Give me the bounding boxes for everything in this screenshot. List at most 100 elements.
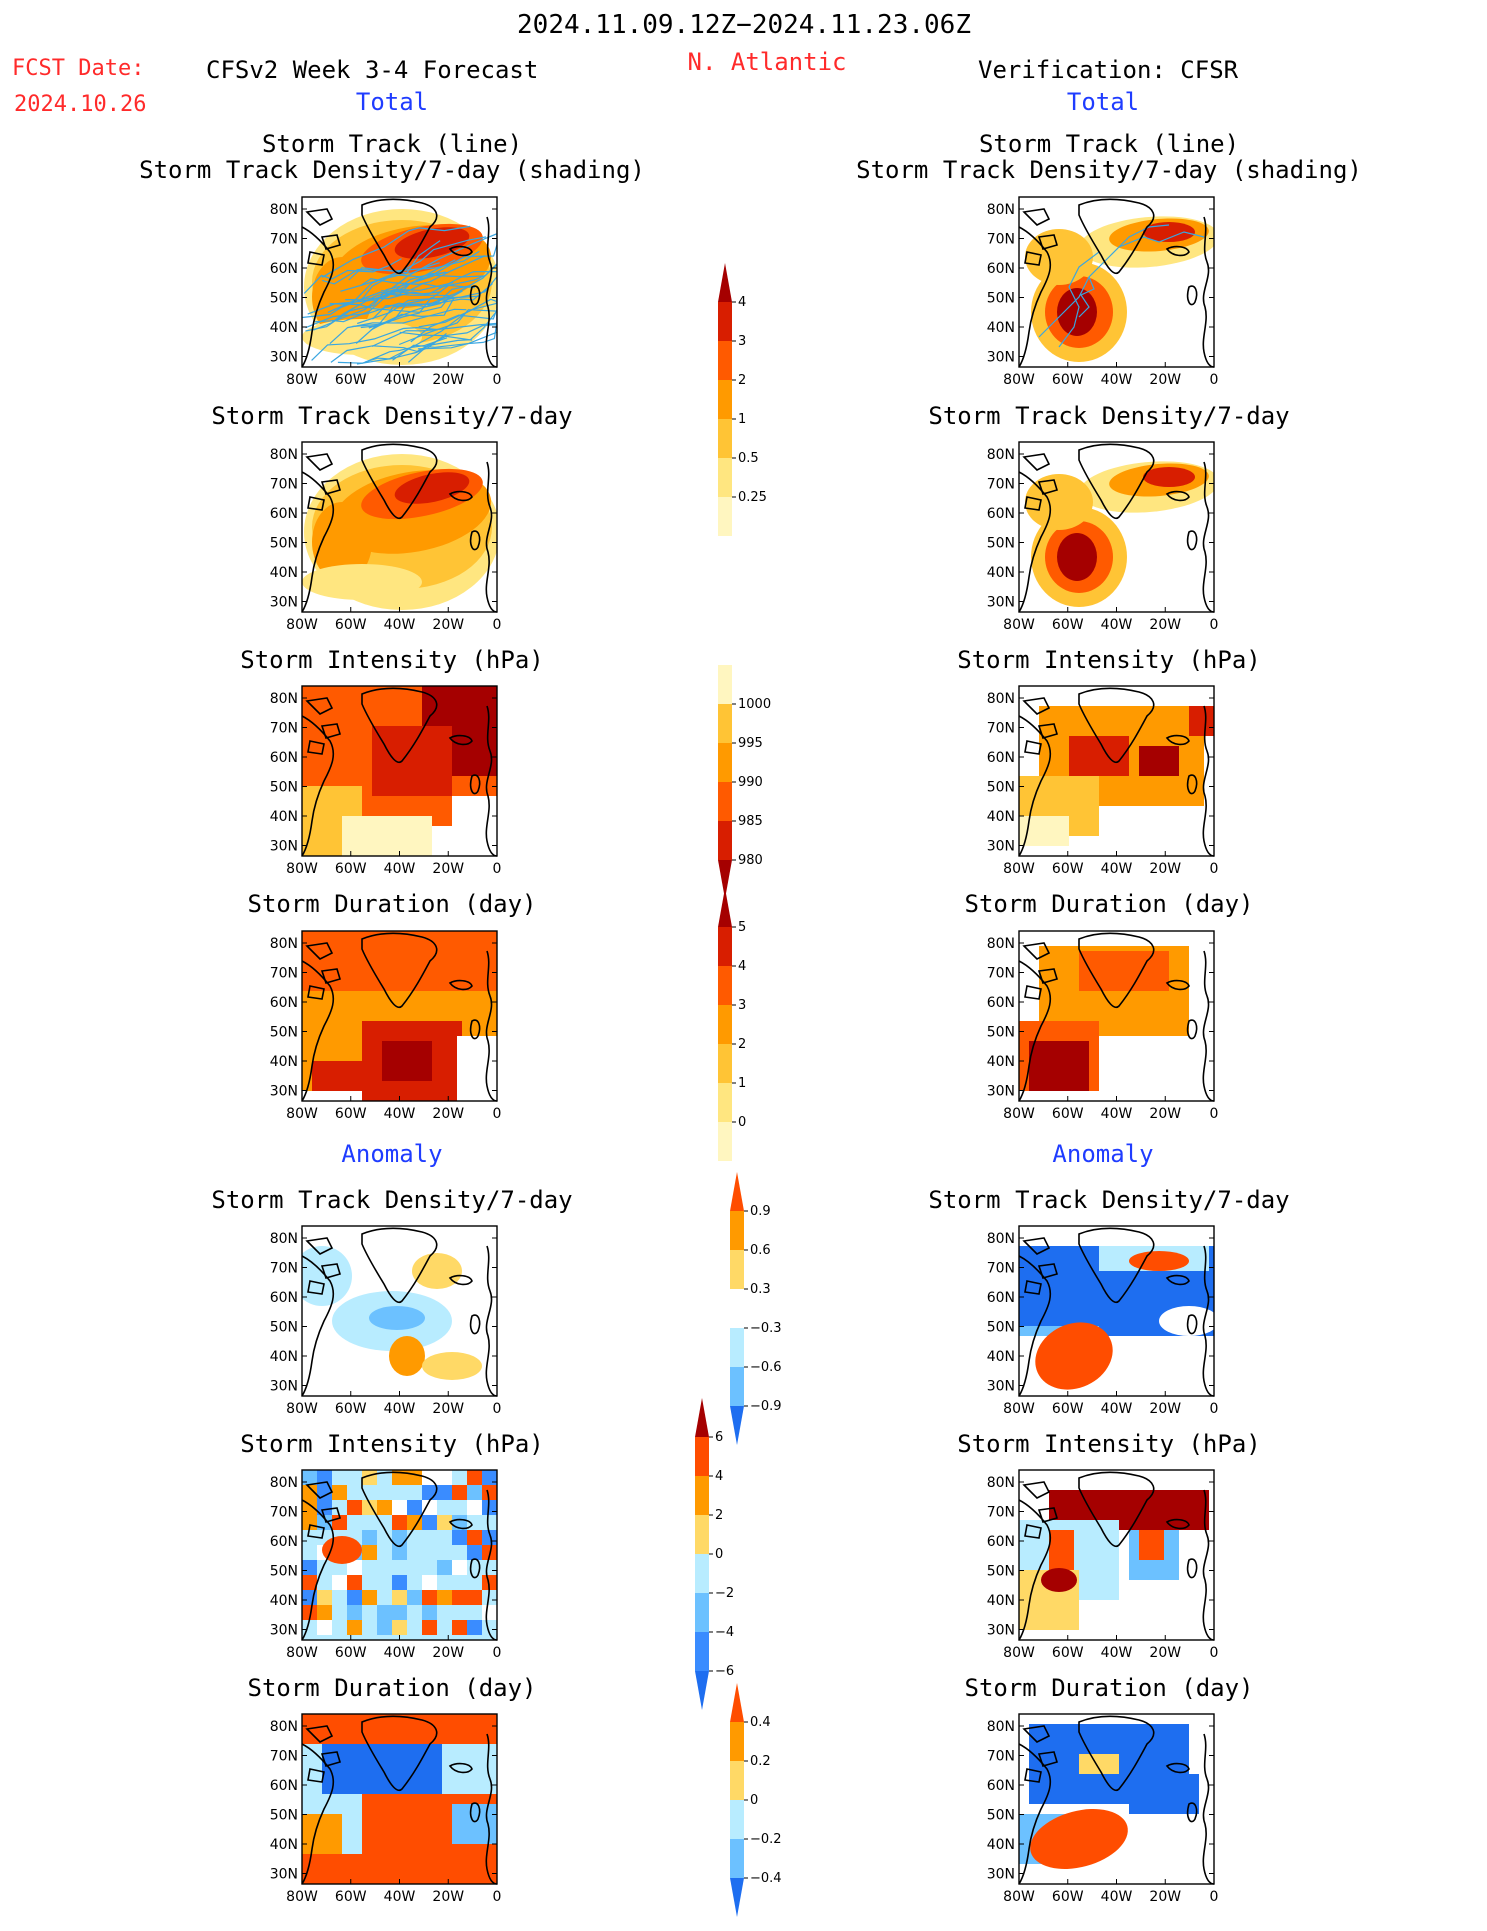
left-total-heading: Total xyxy=(355,88,429,116)
lon-tick-label: 40W xyxy=(384,1889,416,1905)
lon-tick-label: 80W xyxy=(1003,1645,1035,1661)
colorbar-swatch xyxy=(730,1367,744,1406)
lat-tick-label: 30N xyxy=(270,1867,298,1883)
lat-tick-label: 80N xyxy=(987,202,1015,218)
lat-tick-label: 80N xyxy=(987,1475,1015,1491)
colorbar-anom-duration: 0.4 0.2 0 −0.2 −0.4 xyxy=(730,1683,810,1931)
colorbar-swatch xyxy=(695,1554,709,1593)
r1-title-b: Storm Track Density/7-day (shading) xyxy=(856,156,1362,184)
lon-tick-label: 60W xyxy=(1052,617,1084,633)
lon-tick-label: 20W xyxy=(1149,1401,1181,1417)
r1-title-a: Storm Track (line) xyxy=(978,130,1240,158)
lat-tick-label: 30N xyxy=(270,350,298,366)
colorbar-label: 2 xyxy=(715,1508,723,1523)
lat-tick-label: 60N xyxy=(987,1290,1015,1306)
colorbar-swatch xyxy=(718,743,732,782)
colorbar-label: 4 xyxy=(715,1469,723,1484)
lat-tick-label: 60N xyxy=(987,506,1015,522)
lon-tick-label: 80W xyxy=(286,617,318,633)
colorbar-swatch xyxy=(718,927,732,966)
lon-tick-label: 20W xyxy=(1149,372,1181,388)
lat-tick-label: 70N xyxy=(270,966,298,982)
lat-tick-label: 70N xyxy=(270,1749,298,1765)
map-r5-anom-density: 80N 70N 60N 50N 40N 30N 80W 60W 40W 20W 0 xyxy=(974,1221,1229,1425)
lat-tick-label: 60N xyxy=(270,750,298,766)
colorbar-swatch xyxy=(730,1328,744,1367)
colorbar-label: 0.4 xyxy=(750,1715,771,1730)
colorbar-label: 0.3 xyxy=(750,1282,771,1297)
lon-tick-label: 0 xyxy=(1210,1645,1219,1661)
colorbar-label: −2 xyxy=(715,1586,734,1601)
r2-title: Storm Track Density/7-day xyxy=(928,402,1290,430)
lat-tick-label: 40N xyxy=(270,809,298,825)
lat-tick-label: 50N xyxy=(270,1564,298,1580)
lon-tick-label: 80W xyxy=(1003,861,1035,877)
colorbar-swatch xyxy=(718,1122,732,1161)
lat-tick-label: 60N xyxy=(987,995,1015,1011)
lon-tick-label: 20W xyxy=(432,1889,464,1905)
lat-tick-label: 50N xyxy=(270,1320,298,1336)
l1-title-b: Storm Track Density/7-day (shading) xyxy=(139,156,645,184)
lon-tick-label: 40W xyxy=(384,1106,416,1122)
colorbar-swatch xyxy=(718,665,732,704)
lon-tick-label: 0 xyxy=(1210,372,1219,388)
colorbar-label: −4 xyxy=(715,1625,734,1640)
lat-tick-label: 70N xyxy=(987,1749,1015,1765)
lat-tick-label: 40N xyxy=(270,1837,298,1853)
lon-tick-label: 0 xyxy=(1210,1106,1219,1122)
lat-tick-label: 30N xyxy=(987,839,1015,855)
map-r1-track-lines: 80N 70N 60N 50N 40N 30N 80W 60W 40W 20W 0 xyxy=(974,192,1229,396)
lat-tick-label: 60N xyxy=(987,1534,1015,1550)
lon-tick-label: 40W xyxy=(1101,1401,1133,1417)
lat-tick-label: 50N xyxy=(270,1025,298,1041)
colorbar-label: 995 xyxy=(738,736,763,751)
lat-tick-label: 40N xyxy=(270,1593,298,1609)
lat-tick-label: 80N xyxy=(270,202,298,218)
colorbar-swatch xyxy=(695,1398,709,1437)
lon-tick-label: 80W xyxy=(1003,1889,1035,1905)
lat-tick-label: 70N xyxy=(987,966,1015,982)
colorbar-swatch xyxy=(695,1671,709,1710)
map-l2-track-density: 80N 70N 60N 50N 40N 30N 80W 60W 40W 20W 0 xyxy=(257,437,512,641)
colorbar-label: 2 xyxy=(738,373,746,388)
colorbar-swatch xyxy=(730,1211,744,1250)
lat-tick-label: 50N xyxy=(270,1808,298,1824)
lon-tick-label: 60W xyxy=(335,861,367,877)
lat-tick-label: 80N xyxy=(270,1231,298,1247)
map-l5-anom-density: 80N 70N 60N 50N 40N 30N 80W 60W 40W 20W 0 xyxy=(257,1221,512,1425)
colorbar-label: 1000 xyxy=(738,697,771,712)
lat-tick-label: 50N xyxy=(987,1564,1015,1580)
colorbar-swatch xyxy=(718,1044,732,1083)
colorbar-label: 980 xyxy=(738,853,763,868)
lat-tick-label: 40N xyxy=(270,320,298,336)
colorbar-label: −0.3 xyxy=(750,1321,782,1336)
lon-tick-label: 60W xyxy=(335,1106,367,1122)
lat-tick-label: 30N xyxy=(270,595,298,611)
l4-title: Storm Duration (day) xyxy=(247,890,537,918)
colorbar-label: 0 xyxy=(738,1115,746,1130)
lon-tick-label: 0 xyxy=(493,1401,502,1417)
colorbar-label: 0.5 xyxy=(738,451,759,466)
lat-tick-label: 60N xyxy=(987,261,1015,277)
lon-tick-label: 0 xyxy=(493,372,502,388)
lat-tick-label: 60N xyxy=(270,506,298,522)
lat-tick-label: 60N xyxy=(270,1778,298,1794)
date-range-title: 2024.11.09.12Z−2024.11.23.06Z xyxy=(517,10,971,40)
lat-tick-label: 60N xyxy=(270,1534,298,1550)
map-r4-duration: 80N 70N 60N 50N 40N 30N 80W 60W 40W 20W 0 xyxy=(974,926,1229,1130)
lon-tick-label: 20W xyxy=(1149,861,1181,877)
colorbar-swatch xyxy=(730,1722,744,1761)
r5-title: Storm Track Density/7-day xyxy=(928,1186,1290,1214)
colorbar-swatch xyxy=(730,1683,744,1722)
l6-title: Storm Intensity (hPa) xyxy=(240,1430,544,1458)
lon-tick-label: 80W xyxy=(286,861,318,877)
colorbar-swatch xyxy=(730,1761,744,1800)
lat-tick-label: 80N xyxy=(987,936,1015,952)
map-r3-intensity: 80N 70N 60N 50N 40N 30N 80W 60W 40W 20W 0 xyxy=(974,681,1229,885)
lon-tick-label: 40W xyxy=(1101,372,1133,388)
lon-tick-label: 60W xyxy=(335,1889,367,1905)
lon-tick-label: 80W xyxy=(1003,617,1035,633)
lat-tick-label: 70N xyxy=(987,477,1015,493)
colorbar-swatch xyxy=(730,1172,744,1211)
colorbar-swatch xyxy=(718,302,732,341)
